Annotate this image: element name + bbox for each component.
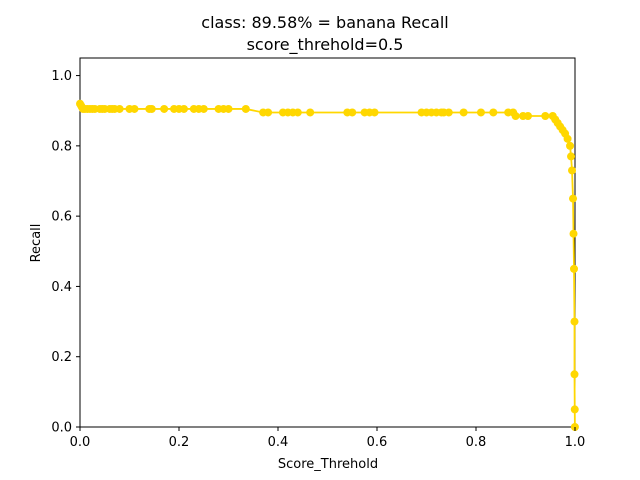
x-tick-label: 0.2 xyxy=(169,435,190,450)
recall-point xyxy=(570,405,579,414)
recall-point xyxy=(115,104,124,113)
y-tick-label: 1.0 xyxy=(51,69,72,84)
recall-point xyxy=(489,108,498,117)
series-layer xyxy=(76,99,579,431)
recall-point xyxy=(566,141,575,150)
x-tick-label: 1.0 xyxy=(565,435,586,450)
ticks-layer: 0.0 0.2 0.4 0.6 0.8 1.0 0.0 0.2 0.4 0.6 0.8 1.0 xyxy=(51,69,585,450)
recall-point xyxy=(570,264,579,273)
recall-point xyxy=(293,108,302,117)
y-tick-label: 0.6 xyxy=(51,210,72,225)
recall-point xyxy=(147,104,156,113)
recall-point xyxy=(306,108,315,117)
recall-point xyxy=(370,108,379,117)
y-tick-label: 0.2 xyxy=(51,350,72,365)
recall-point xyxy=(567,152,576,161)
y-axis-label: Recall xyxy=(29,224,44,263)
recall-point xyxy=(199,104,208,113)
recall-point xyxy=(444,108,453,117)
recall-point xyxy=(523,111,532,120)
x-tick-label: 0.8 xyxy=(466,435,487,450)
chart-subtitle: score_threhold=0.5 xyxy=(247,35,404,55)
recall-point xyxy=(563,134,572,143)
recall-point xyxy=(241,104,250,113)
y-tick-label: 0.8 xyxy=(51,139,72,154)
recall-point xyxy=(568,166,577,175)
x-tick-label: 0.0 xyxy=(70,435,91,450)
recall-point xyxy=(570,370,579,379)
plot-area xyxy=(79,57,576,428)
recall-point xyxy=(511,111,520,120)
recall-point xyxy=(541,111,550,120)
recall-point xyxy=(179,104,188,113)
recall-point xyxy=(130,104,139,113)
x-tick-label: 0.6 xyxy=(367,435,388,450)
recall-point xyxy=(224,104,233,113)
recall-point xyxy=(476,108,485,117)
recall-point xyxy=(348,108,357,117)
recall-point xyxy=(160,104,169,113)
recall-point xyxy=(459,108,468,117)
recall-point xyxy=(264,108,273,117)
plot-frame xyxy=(79,57,576,428)
x-tick-label: 0.4 xyxy=(268,435,289,450)
recall-point xyxy=(570,317,579,326)
chart-title: class: 89.58% = banana Recall xyxy=(201,13,448,32)
recall-point xyxy=(569,229,578,238)
y-tick-label: 0.0 xyxy=(51,421,72,436)
x-axis-label: Score_Threhold xyxy=(278,457,378,472)
y-tick-label: 0.4 xyxy=(51,280,72,295)
recall-point xyxy=(569,194,578,203)
